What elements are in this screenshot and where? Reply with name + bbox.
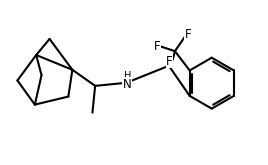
- Text: F: F: [166, 55, 173, 67]
- Text: H: H: [124, 71, 131, 81]
- Text: F: F: [154, 40, 160, 53]
- Text: F: F: [185, 28, 192, 41]
- Text: N: N: [123, 78, 132, 91]
